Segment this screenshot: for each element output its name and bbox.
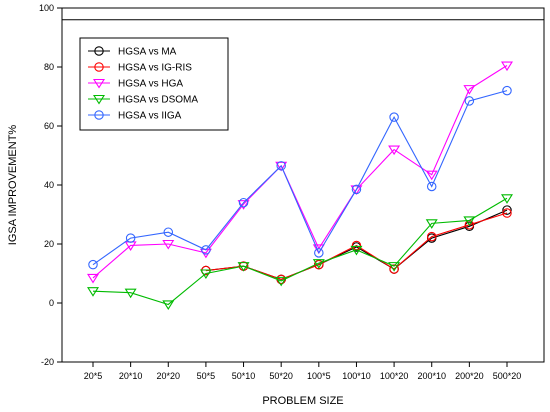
data-point (124, 288, 137, 299)
data-point (125, 233, 136, 243)
legend-marker (93, 94, 105, 105)
data-point (237, 262, 250, 272)
data-point (238, 197, 249, 208)
data-point (501, 61, 513, 72)
legend-label: HGSA vs IG-RIS (118, 63, 192, 74)
x-tick-label: 50*5 (197, 371, 216, 381)
x-tick-label: 20*10 (119, 371, 143, 381)
data-point (163, 227, 174, 237)
y-tick-label: 40 (44, 180, 54, 190)
series-3 (87, 194, 513, 311)
data-point (201, 245, 211, 255)
legend-item: HGSA vs IG-RIS (88, 62, 192, 74)
data-point (350, 185, 363, 195)
data-point (312, 259, 325, 269)
data-point (389, 264, 399, 274)
data-point (502, 208, 512, 218)
data-point (463, 85, 476, 95)
x-tick-label: 50*10 (232, 371, 256, 381)
data-point (501, 194, 513, 204)
x-axis-title: PROBLEM SIZE (262, 395, 343, 407)
data-point (162, 300, 175, 311)
data-point (162, 239, 175, 250)
series-line (92, 197, 508, 306)
data-point (199, 269, 212, 280)
legend-item: HGSA vs DSOMA (88, 95, 198, 106)
x-tick-label: 200*10 (417, 371, 446, 381)
data-point (276, 161, 286, 171)
y-tick-label: 0 (49, 298, 54, 308)
data-point (426, 181, 437, 192)
series-lines (87, 61, 513, 311)
data-point (314, 248, 324, 258)
legend-label: HGSA vs IIGA (118, 111, 182, 122)
series-line (92, 90, 508, 266)
x-tick-label: 100*20 (380, 371, 409, 381)
x-tick-label: 20*20 (157, 371, 181, 381)
data-point (426, 231, 437, 242)
data-point (237, 200, 250, 210)
data-point (87, 273, 99, 284)
legend-marker (93, 78, 105, 89)
data-point (389, 112, 399, 122)
data-point (425, 219, 438, 229)
series-line (92, 65, 508, 279)
legend-marker (94, 110, 104, 120)
y-axis-title: IGSA IMPROVEMENT% (7, 125, 19, 246)
legend-label: HGSA vs HGA (118, 79, 183, 90)
data-point (275, 276, 288, 287)
y-tick-label: 60 (44, 121, 54, 131)
y-tick-label: 80 (44, 62, 54, 72)
legend-item: HGSA vs MA (88, 46, 177, 58)
series-4 (88, 85, 512, 270)
data-point (464, 96, 475, 106)
data-point (88, 259, 98, 270)
legend-label: HGSA vs DSOMA (118, 95, 198, 106)
data-point (502, 205, 512, 215)
data-point (502, 85, 512, 96)
legend-label: HGSA vs MA (118, 47, 177, 58)
data-point (388, 262, 401, 272)
legend-item: HGSA vs IIGA (88, 110, 182, 122)
legend: HGSA vs MA HGSA vs IG-RIS HGSA vs HGA HGSA … (79, 37, 229, 131)
axes: -20 0 20 40 60 80 100 20*5 20*10 20*20 50*5 50*10 50… (39, 3, 545, 381)
x-tick-label: 100*5 (307, 371, 331, 381)
legend-marker (94, 62, 104, 72)
x-tick-label: 500*20 (493, 371, 522, 381)
data-point (351, 184, 362, 195)
x-tick-label: 20*5 (84, 371, 103, 381)
data-point (463, 216, 476, 226)
data-point (87, 287, 99, 297)
x-tick-label: 100*10 (342, 371, 371, 381)
data-point (350, 245, 363, 256)
data-point (425, 170, 438, 181)
x-tick-label: 200*20 (455, 371, 484, 381)
y-tick-label: 100 (39, 3, 54, 13)
x-tick-label: 50*20 (269, 371, 293, 381)
legend-item: HGSA vs HGA (88, 79, 183, 90)
legend-marker (94, 46, 104, 56)
data-point (388, 145, 401, 156)
data-point (275, 161, 288, 172)
y-tick-label: -20 (41, 357, 54, 367)
y-tick-label: 20 (44, 239, 54, 249)
